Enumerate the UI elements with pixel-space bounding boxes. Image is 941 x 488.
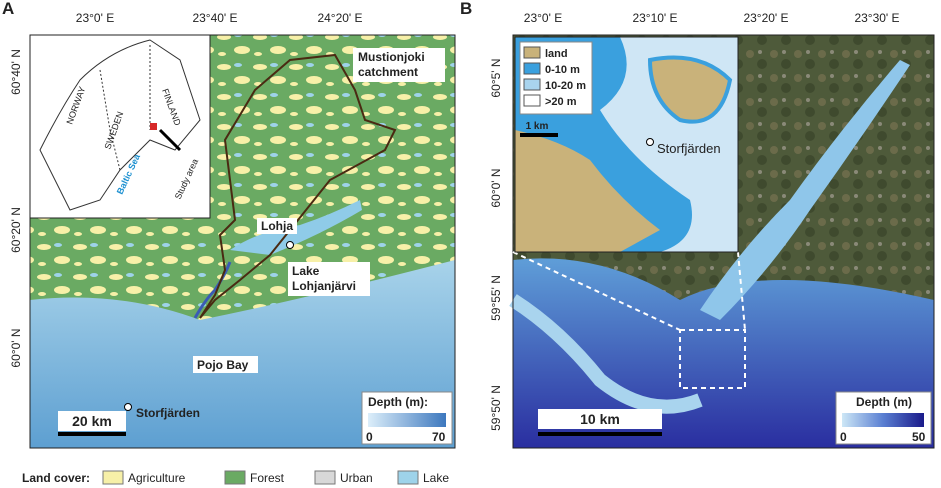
swatch <box>314 470 336 485</box>
label-box <box>193 356 258 373</box>
map-label: Storfjärden <box>136 406 200 420</box>
frame <box>29 34 456 449</box>
legend-max: 70 <box>432 430 446 444</box>
tick-label: 23°20' E <box>743 11 788 25</box>
map-label: Mustionjoki <box>358 50 425 64</box>
arrow <box>158 128 182 152</box>
swatch <box>523 94 541 107</box>
swatch <box>523 62 541 75</box>
site-marker <box>124 403 132 411</box>
tick-label: 59°55' N <box>489 275 503 321</box>
land-cover-legend: Land cover: Agriculture Forest Urban Lak… <box>22 470 449 485</box>
scale-box <box>58 411 126 431</box>
study-marker <box>150 123 157 130</box>
frame <box>512 34 935 449</box>
legend-item: Lake <box>423 471 449 485</box>
tick-label: 60°0' N <box>489 168 503 207</box>
zoom-box <box>679 329 746 389</box>
tick-label: 23°10' E <box>632 11 677 25</box>
tick-label: 24°20' E <box>317 11 362 25</box>
legend-title: Depth (m): <box>368 395 428 409</box>
legend-item: >20 m <box>545 96 577 108</box>
scale-label: 1 km <box>526 121 549 132</box>
border <box>99 45 151 171</box>
colorbar <box>368 413 446 427</box>
scale-label: 20 km <box>72 413 112 429</box>
sea <box>30 260 455 448</box>
map-label: catchment <box>358 65 418 79</box>
legend-item: Urban <box>340 471 373 485</box>
map-label: Lohja <box>261 219 293 233</box>
fjord <box>700 60 910 320</box>
legend-min: 0 <box>840 430 847 444</box>
legend-title: Depth (m) <box>856 395 912 409</box>
map-label: Lake <box>292 264 320 278</box>
legend-item: land <box>545 48 568 60</box>
inset-map: NORWAY SWEDEN FINLAND Baltic Sea Study a… <box>29 34 211 219</box>
site-marker <box>646 138 654 146</box>
tick-label: 60°40' N <box>9 49 23 95</box>
top-ticks: 23°0' E 23°40' E 24°20' E <box>76 11 363 25</box>
tick-label: 23°0' E <box>524 11 562 25</box>
swatch <box>523 46 541 59</box>
site-label: Storfjärden <box>657 141 721 156</box>
inset-legend: land 0-10 m 10-20 m >20 m <box>519 41 593 115</box>
tick-label: 60°20' N <box>9 207 23 253</box>
colorbar <box>842 413 924 427</box>
legend-item: Forest <box>250 471 285 485</box>
legend-min: 0 <box>366 430 373 444</box>
legend-max: 50 <box>912 430 926 444</box>
scale-bar <box>520 133 558 137</box>
scale-label: 10 km <box>580 411 620 427</box>
panel-letter: B <box>460 0 472 18</box>
swatch <box>523 78 541 91</box>
tick-label: 60°0' N <box>9 328 23 367</box>
swatch <box>397 470 419 485</box>
coastline <box>39 39 201 211</box>
inset-frame <box>29 34 211 219</box>
legend-title: Land cover: <box>22 471 90 485</box>
legend-item: 0-10 m <box>545 64 580 76</box>
swatch <box>102 470 124 485</box>
inset-frame <box>514 36 739 253</box>
label-box <box>288 262 370 296</box>
map-a: NORWAY SWEDEN FINLAND Baltic Sea Study a… <box>29 34 456 449</box>
inset-map: land 0-10 m 10-20 m >20 m 1 km Storfjärd… <box>514 36 739 253</box>
shallow <box>509 294 703 414</box>
legend-item: 10-20 m <box>545 80 586 92</box>
zoom-lines <box>512 251 746 331</box>
legend-item: Agriculture <box>128 471 186 485</box>
map-label: Lohjanjärvi <box>292 279 356 293</box>
scale-box <box>538 409 662 429</box>
land <box>515 130 660 252</box>
catchment-outline <box>199 53 397 319</box>
scale-bar <box>58 432 126 436</box>
tick-label: 60°5' N <box>489 58 503 97</box>
river <box>193 261 232 319</box>
land <box>647 55 733 124</box>
swatch <box>224 470 246 485</box>
tick-label: 23°0' E <box>76 11 114 25</box>
tick-label: 59°50' N <box>489 385 503 431</box>
panel-letter: A <box>2 0 14 18</box>
tick-label: 23°40' E <box>192 11 237 25</box>
town-marker <box>286 241 294 249</box>
map-label: Pojo Bay <box>197 358 249 372</box>
label-box <box>257 218 297 234</box>
label-box <box>353 48 445 82</box>
tick-label: 23°30' E <box>854 11 899 25</box>
map-b: land 0-10 m 10-20 m >20 m 1 km Storfjärd… <box>509 34 935 449</box>
scale-bar <box>538 432 662 436</box>
